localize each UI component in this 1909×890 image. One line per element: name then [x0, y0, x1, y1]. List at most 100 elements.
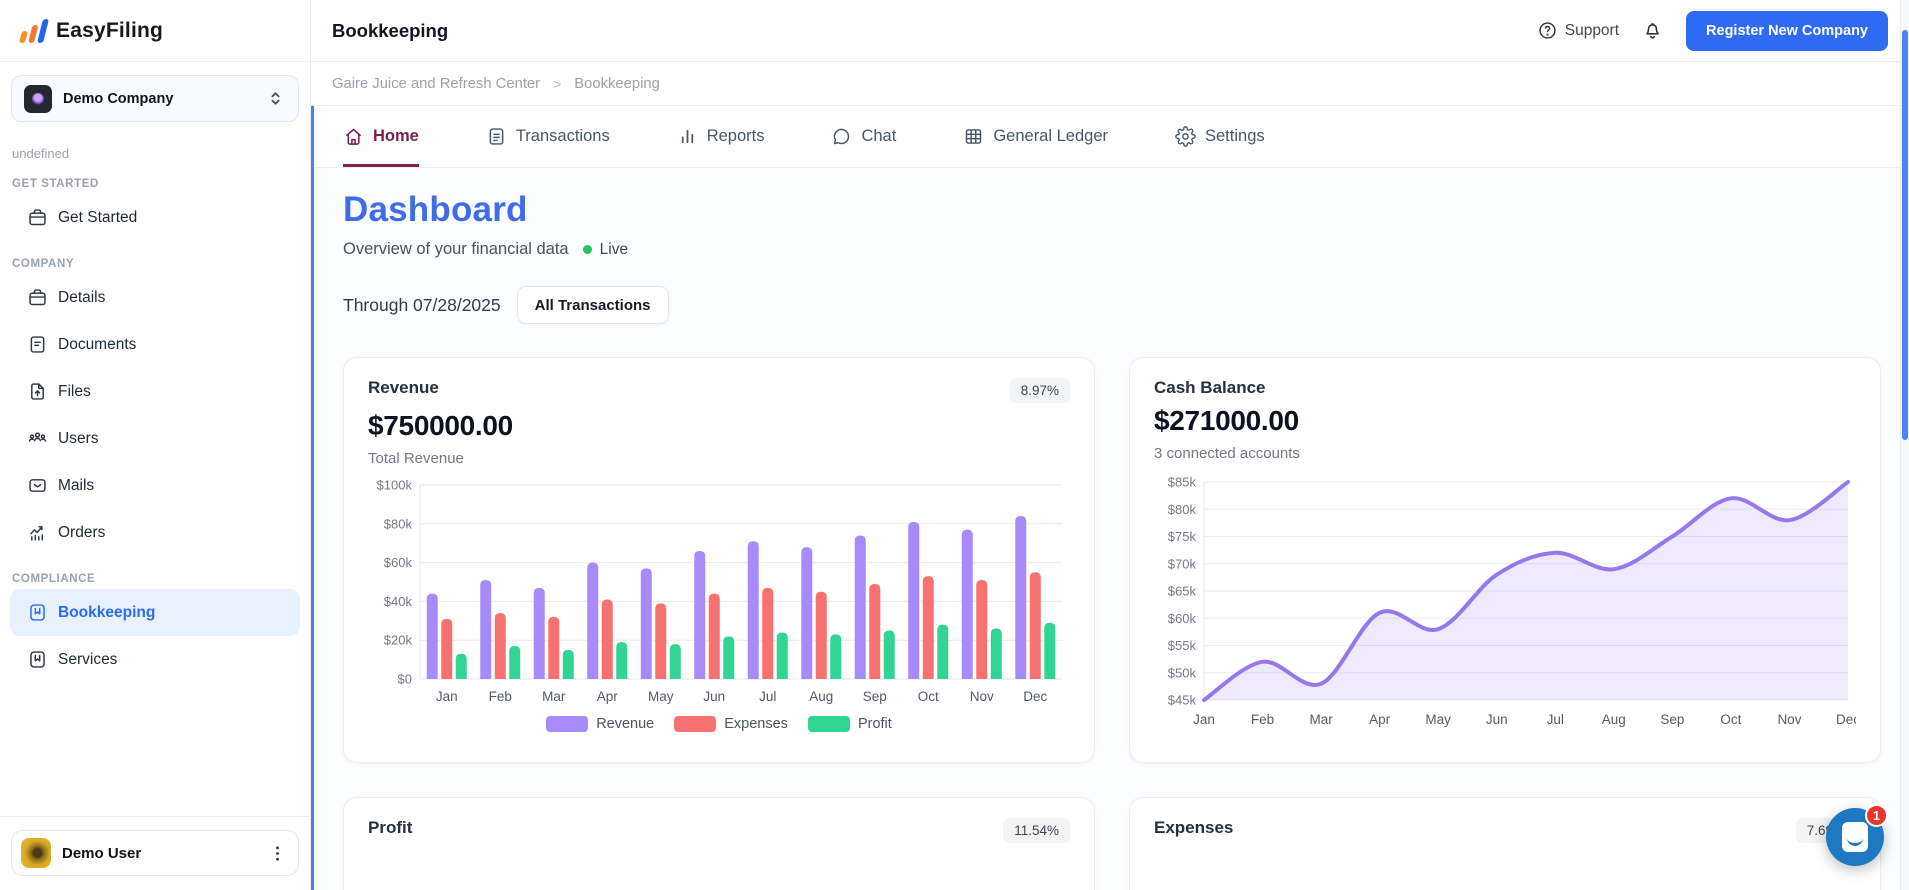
table-icon [963, 126, 984, 147]
svg-text:$65k: $65k [1168, 584, 1197, 599]
user-name: Demo User [62, 844, 142, 862]
svg-text:Sep: Sep [863, 689, 887, 704]
card-title: Revenue [368, 378, 439, 397]
svg-text:Jul: Jul [759, 689, 776, 704]
svg-text:Jul: Jul [1547, 712, 1564, 727]
svg-text:Jun: Jun [703, 689, 725, 704]
revenue-value: $750000.00 [368, 410, 513, 441]
page-header-title: Bookkeeping [332, 19, 449, 41]
page-scrollbar [1900, 0, 1909, 890]
tab-label: Reports [706, 127, 765, 145]
scrollbar-thumb[interactable] [1902, 30, 1908, 440]
tab-label: General Ledger [993, 127, 1108, 145]
company-selector[interactable]: Demo Company [11, 75, 299, 122]
document-icon [486, 126, 507, 147]
svg-text:May: May [1425, 712, 1451, 727]
sidebar-item-label: Documents [58, 335, 137, 353]
book-icon [27, 649, 48, 670]
breadcrumb-company[interactable]: Gaire Juice and Refresh Center [332, 75, 541, 92]
home-icon [343, 126, 364, 147]
main-area: Bookkeeping Support Register New Company… [311, 0, 1909, 890]
sidebar-item-get-started[interactable]: Get Started [10, 194, 300, 241]
svg-text:Mar: Mar [542, 689, 566, 704]
sidebar-item-orders[interactable]: Orders [10, 509, 300, 556]
cash-balance-area-chart: $45k $50k $55k $60k $65k $70k $75k $80k $85k Jan F… [1168, 475, 1860, 728]
tab-chat[interactable]: Chat [831, 106, 896, 167]
brand-name: EasyFiling [56, 18, 164, 42]
chat-bubble-icon [1842, 822, 1868, 852]
tab-general-ledger[interactable]: General Ledger [963, 106, 1108, 167]
legend-item: Expenses [674, 716, 788, 732]
bar-chart-icon [677, 126, 698, 147]
mail-icon [27, 475, 48, 496]
legend-swatch [807, 716, 850, 732]
page-title: Dashboard [343, 190, 528, 229]
sidebar-item-mails[interactable]: Mails [10, 462, 300, 509]
svg-text:$45k: $45k [1168, 693, 1197, 708]
tab-settings[interactable]: Settings [1175, 106, 1265, 167]
sidebar-item-documents[interactable]: Documents [10, 321, 300, 368]
sidebar-item-users[interactable]: Users [10, 415, 300, 462]
expenses-card: Expenses 7.69% [1129, 797, 1881, 890]
svg-text:$55k: $55k [1168, 638, 1197, 653]
live-label: Live [599, 240, 629, 258]
sidebar-item-services[interactable]: Services [10, 636, 300, 683]
svg-text:Jan: Jan [1193, 712, 1215, 727]
svg-text:$80k: $80k [1168, 502, 1197, 517]
tab-label: Chat [861, 127, 897, 145]
profit-card: Profit 11.54% [343, 797, 1095, 890]
section-compliance: COMPLIANCE [12, 573, 96, 585]
support-link[interactable]: Support [1537, 20, 1619, 41]
sidebar-nav: undefined GET STARTED Get Started COMPAN… [0, 126, 310, 816]
svg-text:Jan: Jan [436, 689, 458, 704]
legend-swatch [674, 716, 717, 732]
tab-reports[interactable]: Reports [677, 106, 765, 167]
svg-text:Nov: Nov [1777, 712, 1801, 727]
users-icon [27, 428, 48, 449]
chat-widget-button[interactable]: 1 [1826, 804, 1888, 866]
user-card[interactable]: Demo User [11, 830, 299, 876]
file-upload-icon [27, 381, 48, 402]
card-title: Expenses [1154, 818, 1234, 837]
all-transactions-button[interactable]: All Transactions [516, 286, 669, 324]
svg-text:Aug: Aug [809, 689, 833, 704]
bell-icon[interactable] [1641, 19, 1664, 42]
chevron-up-down-icon [265, 88, 286, 109]
svg-text:Apr: Apr [597, 689, 619, 704]
svg-text:Apr: Apr [1369, 712, 1391, 727]
cash-balance-value: $271000.00 [1154, 405, 1299, 436]
document-icon [27, 334, 48, 355]
page-subtitle-row: Overview of your financial data Live [343, 240, 1881, 259]
easyfiling-logo-icon [19, 18, 49, 43]
svg-text:Oct: Oct [918, 689, 939, 704]
cash-balance-subtitle: 3 connected accounts [1154, 445, 1300, 462]
tab-home[interactable]: Home [343, 106, 419, 167]
sidebar: EasyFiling Demo Company undefined GET ST… [0, 0, 311, 890]
tab-bar: Home Transactions Reports Chat General L… [311, 106, 1909, 168]
svg-text:Nov: Nov [970, 689, 994, 704]
svg-text:Jun: Jun [1486, 712, 1508, 727]
sidebar-item-label: Services [58, 650, 118, 668]
section-company: COMPANY [12, 258, 75, 270]
tab-transactions[interactable]: Transactions [486, 106, 610, 167]
revenue-subtitle: Total Revenue [368, 450, 464, 467]
chart-growth-icon [27, 522, 48, 543]
sidebar-item-files[interactable]: Files [10, 368, 300, 415]
cash-balance-card: Cash Balance $271000.00 3 connected acco… [1129, 357, 1881, 763]
briefcase-icon [27, 287, 48, 308]
register-new-company-button[interactable]: Register New Company [1686, 10, 1888, 51]
sidebar-item-details[interactable]: Details [10, 274, 300, 321]
through-date-label: Through 07/28/2025 [343, 294, 501, 315]
content-scroll-indicator [311, 106, 314, 890]
chat-icon [831, 126, 852, 147]
breadcrumb-current[interactable]: Bookkeeping [574, 75, 660, 92]
sidebar-footer: Demo User [0, 816, 310, 890]
kebab-menu-icon[interactable] [267, 843, 288, 864]
svg-text:May: May [648, 689, 674, 704]
sidebar-item-bookkeeping[interactable]: Bookkeeping [10, 589, 300, 636]
card-title: Cash Balance [1154, 378, 1266, 397]
sidebar-item-label: Mails [58, 476, 95, 494]
unread-count-badge: 1 [1865, 804, 1888, 827]
svg-text:$0: $0 [398, 672, 412, 687]
support-label: Support [1564, 21, 1620, 39]
